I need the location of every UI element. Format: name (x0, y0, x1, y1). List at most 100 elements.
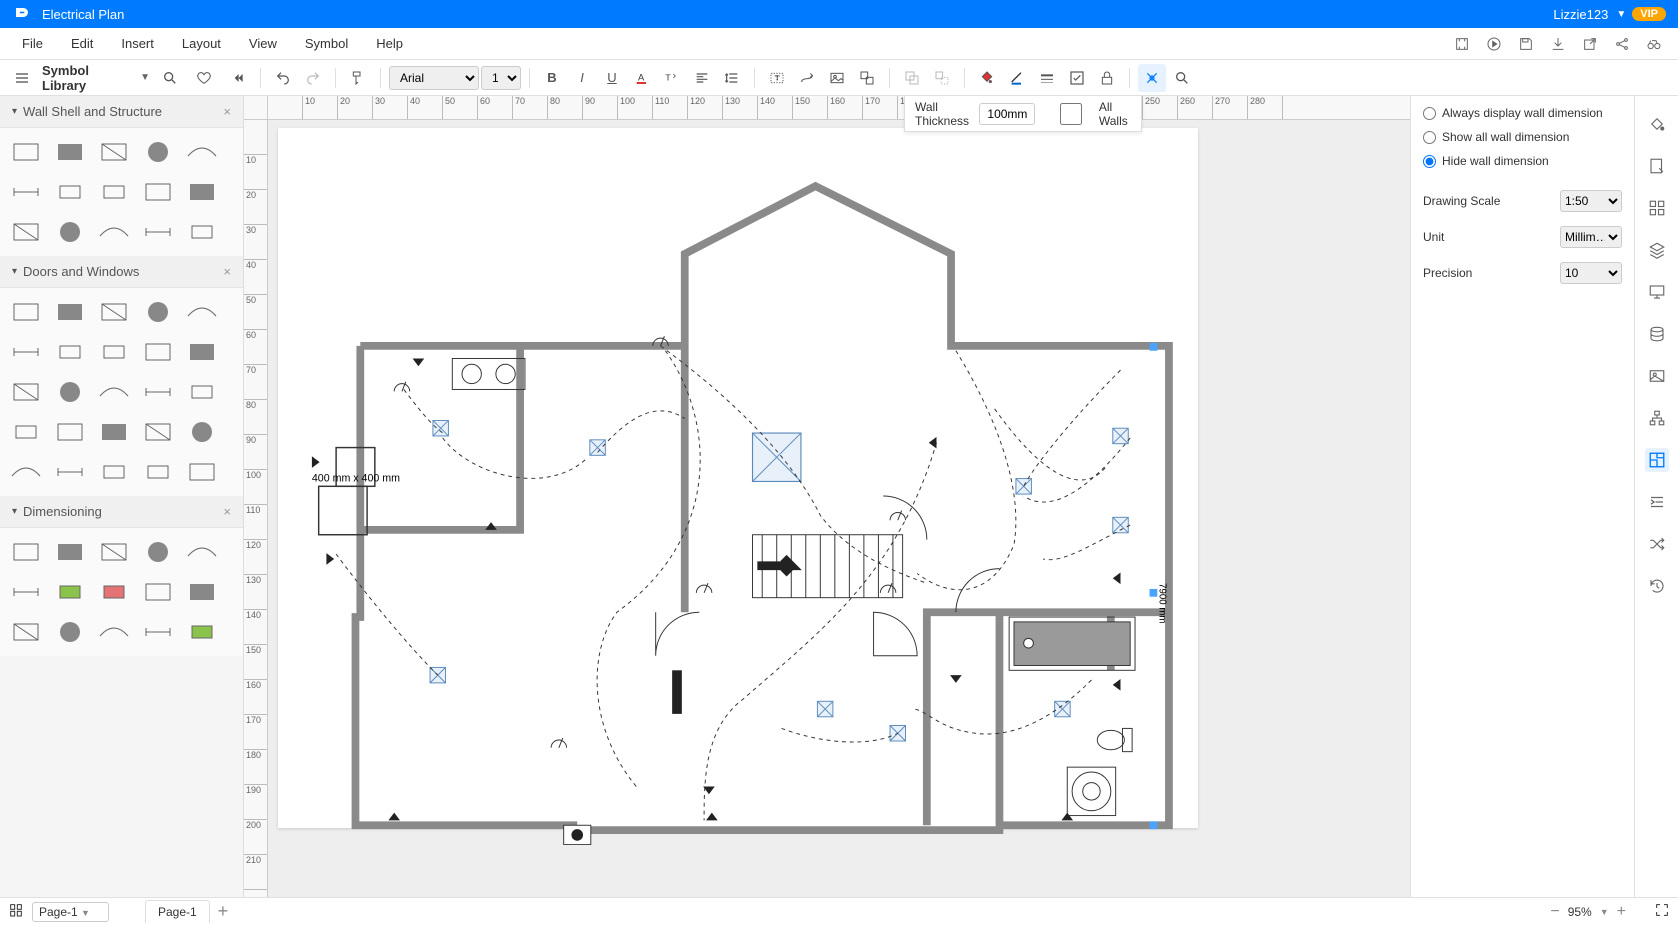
font-size-select[interactable]: 10 (481, 66, 521, 90)
favorite-icon[interactable] (190, 64, 218, 92)
dim-option-always[interactable]: Always display wall dimension (1423, 106, 1622, 120)
indent-icon[interactable] (1645, 490, 1669, 514)
shape-thumb[interactable] (50, 134, 90, 170)
drawing-scale-select[interactable]: 1:50 (1560, 190, 1622, 212)
shape-thumb[interactable] (94, 414, 134, 450)
fullscreen-icon[interactable] (1448, 30, 1476, 58)
category-wall-shell[interactable]: ▾ Wall Shell and Structure × (0, 96, 243, 128)
dim-option-show[interactable]: Show all wall dimension (1423, 130, 1622, 144)
menu-symbol[interactable]: Symbol (291, 36, 362, 51)
shape-thumb[interactable] (138, 454, 178, 490)
shape-thumb[interactable] (50, 294, 90, 330)
zoom-dropdown-icon[interactable]: ▼ (1600, 907, 1609, 917)
font-family-select[interactable]: Arial (389, 66, 479, 90)
shape-thumb[interactable] (6, 174, 46, 210)
shape-thumb[interactable] (138, 214, 178, 250)
category-dimensioning[interactable]: ▾ Dimensioning × (0, 496, 243, 528)
format-painter-icon[interactable] (344, 64, 372, 92)
shape-thumb[interactable] (94, 214, 134, 250)
shape-thumb[interactable] (94, 294, 134, 330)
save-icon[interactable] (1512, 30, 1540, 58)
page-select[interactable]: Page-1 ▼ (32, 902, 109, 922)
shape-thumb[interactable] (182, 414, 222, 450)
underline-icon[interactable]: U (598, 64, 626, 92)
shape-thumb[interactable] (6, 574, 46, 610)
shape-thumb[interactable] (182, 374, 222, 410)
line-color-icon[interactable] (1003, 64, 1031, 92)
shape-thumb[interactable] (6, 534, 46, 570)
shape-thumb[interactable] (50, 574, 90, 610)
shapes-icon[interactable] (853, 64, 881, 92)
shape-thumb[interactable] (50, 534, 90, 570)
close-icon[interactable]: × (223, 104, 231, 119)
shape-thumb[interactable] (6, 454, 46, 490)
dim-option-hide[interactable]: Hide wall dimension (1423, 154, 1622, 168)
menu-view[interactable]: View (235, 36, 291, 51)
shape-thumb[interactable] (6, 614, 46, 650)
shape-thumb[interactable] (94, 614, 134, 650)
shape-thumb[interactable] (182, 174, 222, 210)
grid-icon[interactable] (1645, 196, 1669, 220)
unit-select[interactable]: Millim… (1560, 226, 1622, 248)
undo-icon[interactable] (269, 64, 297, 92)
shape-thumb[interactable] (138, 334, 178, 370)
shape-thumb[interactable] (138, 534, 178, 570)
shape-thumb[interactable] (6, 214, 46, 250)
shape-thumb[interactable] (6, 374, 46, 410)
lock-icon[interactable] (1093, 64, 1121, 92)
shape-thumb[interactable] (50, 334, 90, 370)
text-case-icon[interactable]: T (658, 64, 686, 92)
close-icon[interactable]: × (223, 504, 231, 519)
all-walls-checkbox[interactable] (1051, 103, 1090, 125)
vip-badge[interactable]: VIP (1632, 7, 1666, 21)
align-left-icon[interactable] (688, 64, 716, 92)
redo-icon[interactable] (299, 64, 327, 92)
shape-thumb[interactable] (6, 134, 46, 170)
shape-thumb[interactable] (6, 294, 46, 330)
floorplan-drawing[interactable]: 400 mm x 400 mm (278, 128, 1198, 845)
export-icon[interactable] (1576, 30, 1604, 58)
shuffle-icon[interactable] (1645, 532, 1669, 556)
play-icon[interactable] (1480, 30, 1508, 58)
collapse-left-icon[interactable] (224, 64, 252, 92)
shape-thumb[interactable] (182, 574, 222, 610)
shape-thumb[interactable] (94, 454, 134, 490)
download-icon[interactable] (1544, 30, 1572, 58)
shape-thumb[interactable] (182, 614, 222, 650)
image-icon[interactable] (823, 64, 851, 92)
fit-screen-icon[interactable] (1654, 902, 1670, 921)
page-setup-icon[interactable] (1645, 154, 1669, 178)
presentation-icon[interactable] (1645, 280, 1669, 304)
library-menu-icon[interactable] (8, 64, 36, 92)
chevron-down-icon[interactable]: ▼ (140, 72, 150, 83)
layers-icon[interactable] (1645, 238, 1669, 262)
menu-help[interactable]: Help (362, 36, 417, 51)
shape-thumb[interactable] (6, 414, 46, 450)
picture-icon[interactable] (1645, 364, 1669, 388)
zoom-out-icon[interactable]: − (1550, 903, 1559, 921)
zoom-in-icon[interactable]: + (1617, 903, 1626, 921)
shape-thumb[interactable] (94, 134, 134, 170)
fill-tool-icon[interactable] (1645, 112, 1669, 136)
bold-icon[interactable]: B (538, 64, 566, 92)
shape-thumb[interactable] (50, 614, 90, 650)
shape-thumb[interactable] (138, 374, 178, 410)
shape-thumb[interactable] (94, 534, 134, 570)
shape-thumb[interactable] (182, 294, 222, 330)
shape-thumb[interactable] (50, 214, 90, 250)
precision-select[interactable]: 10 (1560, 262, 1622, 284)
category-doors-windows[interactable]: ▾ Doors and Windows × (0, 256, 243, 288)
shape-thumb[interactable] (94, 574, 134, 610)
radio-always[interactable] (1423, 107, 1436, 120)
shape-thumb[interactable] (50, 414, 90, 450)
group-icon[interactable] (898, 64, 926, 92)
menu-layout[interactable]: Layout (168, 36, 235, 51)
line-style-icon[interactable] (1033, 64, 1061, 92)
user-dropdown-icon[interactable]: ▼ (1616, 9, 1626, 20)
ungroup-icon[interactable] (928, 64, 956, 92)
search-library-icon[interactable] (156, 64, 184, 92)
connector-icon[interactable] (793, 64, 821, 92)
shape-thumb[interactable] (182, 334, 222, 370)
shape-thumb[interactable] (182, 454, 222, 490)
close-icon[interactable]: × (223, 264, 231, 279)
